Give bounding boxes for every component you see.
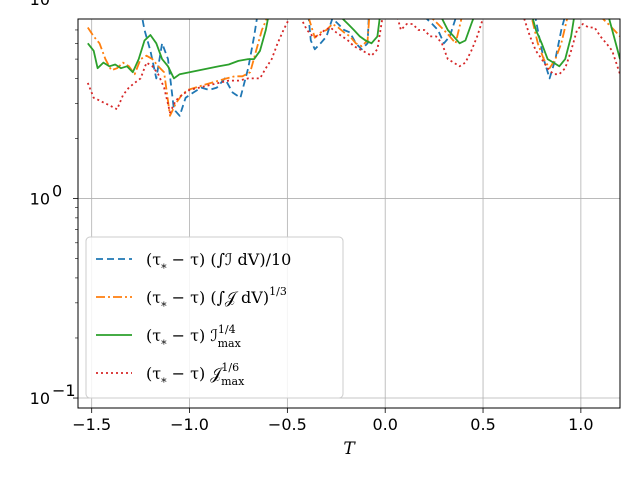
x-axis-label: T	[343, 439, 356, 459]
x-tick-label: 0.5	[470, 415, 495, 434]
legend-box	[85, 236, 344, 399]
axis-ticks: −1.5−1.0−0.50.00.51.010−1100101	[30, 0, 594, 434]
x-tick-label: −0.5	[268, 415, 307, 434]
x-tick-label: −1.0	[170, 415, 209, 434]
y-tick-exponent: −1	[52, 381, 76, 400]
x-tick-label: −1.5	[72, 415, 111, 434]
legend-label-1: (τ* − τ) (∫ℐ dV)/10	[146, 250, 291, 275]
grid	[78, 19, 620, 408]
legend: (τ* − τ) (∫ℐ dV)/10 (τ* − τ) (∫𝒥 dV)1/3 (τ…	[85, 236, 344, 399]
y-tick-exponent: 0	[52, 182, 62, 201]
y-tick-exponent: 1	[52, 0, 62, 1]
y-tick-label: 10	[30, 0, 50, 9]
series-line-1	[141, 19, 566, 117]
legend-label-4: (τ* − τ) 𝒥1/6 max	[146, 361, 245, 389]
series-group	[86, 19, 620, 117]
series-line-4	[86, 19, 620, 114]
y-tick-label: 10	[30, 190, 50, 209]
x-tick-label: 0.0	[372, 415, 397, 434]
legend-label-2: (τ* − τ) (∫𝒥 dV)1/3	[146, 285, 287, 313]
x-tick-label: 1.0	[568, 415, 593, 434]
y-tick-label: 10	[30, 389, 50, 408]
plot-frame	[77, 18, 621, 409]
series-line-3	[87, 19, 620, 80]
legend-label-3: (τ* − τ) ℐ1/4 max	[146, 323, 242, 351]
series-line-2	[87, 19, 620, 117]
